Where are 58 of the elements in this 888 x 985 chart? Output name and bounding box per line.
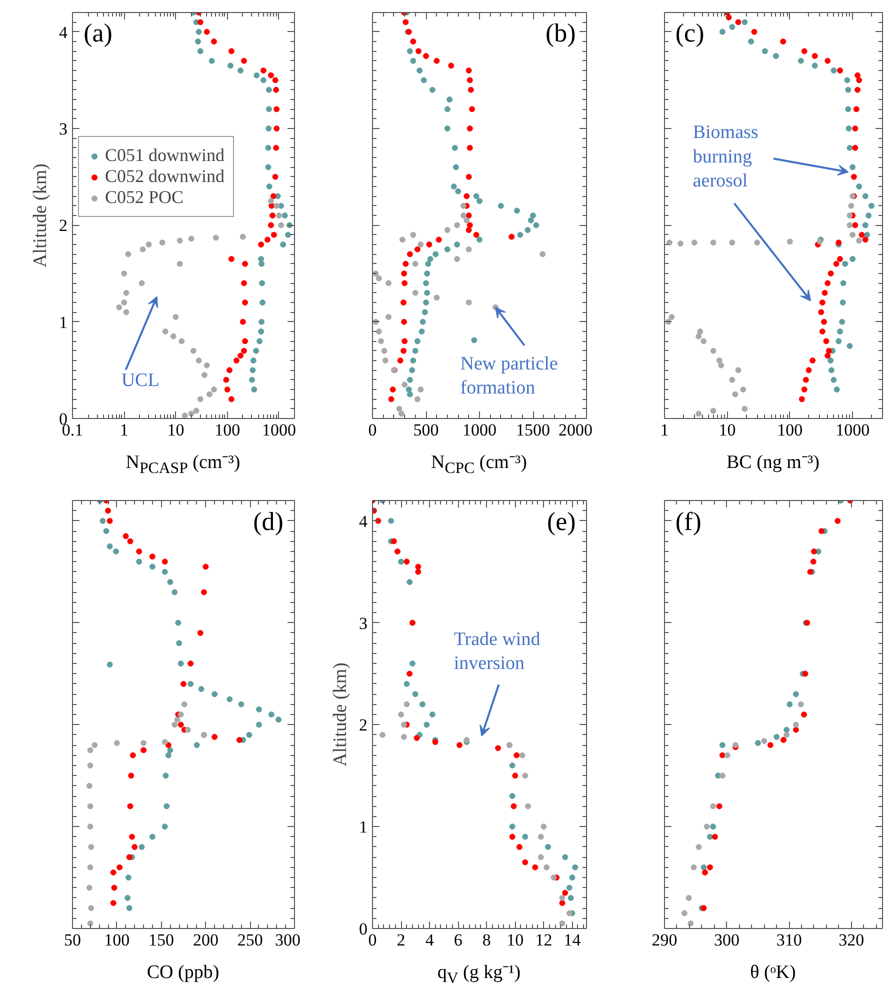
x-tick-label: 200 [192, 930, 218, 950]
x-tick-label: 14 [564, 930, 582, 950]
x-tick-label: 10 [718, 420, 736, 440]
y-tick-label: 3 [59, 120, 68, 138]
x-axis-title: CO (ppb) [146, 962, 220, 984]
x-axis-title: BC (ng m⁻³) [726, 452, 820, 474]
x-tick-label: 100 [777, 420, 803, 440]
chart-title: (d) [253, 506, 284, 536]
x-tick-label: 1 [120, 420, 128, 440]
y-axis-title: Altitude (km) [330, 662, 351, 766]
x-axis-title: N$_{CPC}$ (cm⁻³) [431, 452, 527, 478]
annotation: Trade wind inversion [454, 628, 541, 674]
x-tick-label: 2 [396, 930, 406, 950]
x-tick-label: 2000 [558, 420, 592, 440]
y-tick-label: 1 [359, 818, 368, 837]
chart-title: (a) [84, 18, 112, 48]
chart-title: (e) [546, 506, 576, 536]
x-tick-label: 50 [64, 930, 81, 950]
x-tick-label: 1000 [262, 420, 296, 440]
x-tick-label: 290 [652, 930, 678, 950]
x-tick-label: 1 [660, 420, 669, 440]
x-axis-title: q$_{V}$ (g kg⁻¹) [437, 962, 521, 985]
x-tick-label: 250 [237, 930, 263, 950]
x-axis-title: N$_{PCASP}$ (cm⁻³) [126, 452, 240, 478]
chart-title: (f) [675, 506, 702, 536]
x-tick-label: 100 [104, 930, 130, 950]
x-tick-label: 300 [714, 930, 740, 950]
x-tick-label: 310 [776, 930, 802, 950]
legend-label: C051 downwind [105, 145, 225, 166]
legend-label: C052 POC [105, 187, 184, 208]
x-tick-label: 10 [167, 420, 184, 440]
x-tick-label: 4 [425, 930, 434, 950]
y-tick-label: 4 [359, 512, 368, 531]
chart-title: (b) [545, 18, 576, 48]
x-tick-label: 1000 [462, 420, 496, 440]
x-tick-label: 12 [535, 930, 552, 950]
chart-title: (c) [675, 18, 704, 48]
y-tick-label: 3 [359, 614, 368, 633]
x-axis-title: θ (ᵒK) [750, 962, 796, 984]
x-tick-label: 1500 [516, 420, 550, 440]
x-tick-label: 300 [275, 930, 300, 950]
x-tick-label: 6 [454, 930, 462, 950]
annotation: Biomass burning aerosol [692, 122, 758, 192]
x-tick-label: 500 [413, 420, 439, 440]
y-axis-title: Altitude (km) [30, 164, 51, 268]
x-tick-label: 1000 [836, 420, 870, 440]
legend-label: C052 downwind [105, 166, 225, 187]
x-tick-label: 320 [838, 930, 864, 950]
y-tick-label: 2 [359, 716, 368, 735]
annotation: UCL [121, 370, 160, 391]
x-tick-label: 8 [482, 930, 491, 950]
y-tick-label: 1 [59, 312, 68, 332]
x-tick-label: 150 [148, 930, 174, 950]
x-tick-label: 100 [214, 420, 240, 440]
y-tick-label: 4 [59, 22, 68, 42]
annotation: New particle formation [460, 354, 558, 399]
x-tick-label: 10 [506, 930, 524, 950]
y-tick-label: 2 [59, 216, 68, 236]
